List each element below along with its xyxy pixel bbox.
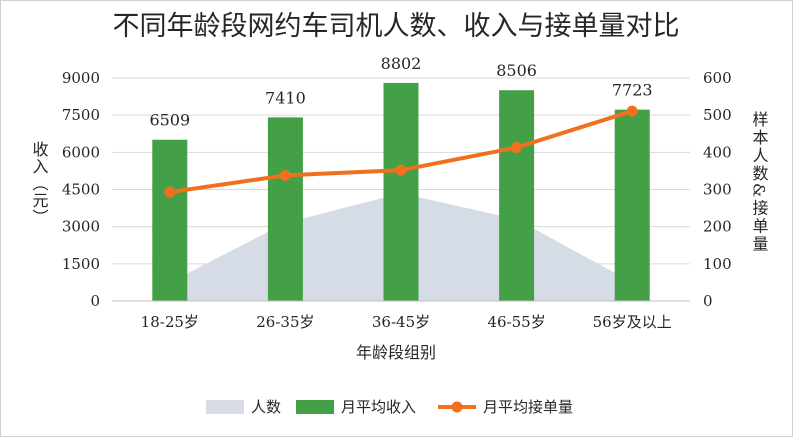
y-axis-title-text: 收入（元）: [30, 141, 49, 226]
legend-label: 人数: [251, 398, 281, 416]
x-tick-label: 46-55岁: [487, 313, 545, 331]
chart-title: 不同年龄段网约车司机人数、收入与接单量对比: [113, 11, 680, 42]
bar-data-label: 7410: [265, 88, 306, 107]
y-tick-label: 0: [90, 292, 100, 310]
line-series: [164, 105, 638, 198]
x-axis-title: 年龄段组别: [356, 343, 436, 362]
y2-tick-label: 300: [703, 181, 732, 199]
legend-swatch-bar: [296, 400, 334, 414]
orders-point: [279, 169, 291, 181]
orders-point: [511, 142, 523, 154]
orders-point: [395, 164, 407, 176]
income-bar: [152, 139, 188, 301]
axes: 0 1500 3000 4500 6000 7500 9000 0 100 200 300 400 50…: [62, 69, 732, 331]
y-tick-label: 9000: [62, 69, 100, 87]
x-tick-label: 18-25岁: [141, 313, 199, 331]
y-tick-label: 4500: [62, 181, 100, 199]
income-bar: [383, 82, 419, 301]
y-axis-title-left: 收入（元）: [30, 141, 49, 226]
x-tick-label: 36-45岁: [372, 313, 430, 331]
legend-label: 月平均接单量: [483, 398, 573, 416]
y2-tick-label: 100: [703, 255, 732, 273]
y2-tick-label: 500: [703, 106, 732, 124]
income-bar: [499, 90, 535, 301]
legend-swatch-area: [206, 400, 244, 414]
y-tick-label: 7500: [62, 106, 100, 124]
legend-marker: [451, 401, 463, 413]
legend: 人数 月平均收入 月平均接单量: [206, 398, 573, 416]
y2-tick-label: 400: [703, 143, 732, 161]
orders-point: [164, 186, 176, 198]
data-labels: 6509 7410 8802 8506 7723: [149, 54, 652, 130]
legend-label: 月平均收入: [341, 398, 416, 416]
y2-tick-label: 0: [703, 292, 713, 310]
x-tick-label: 26-35岁: [256, 313, 314, 331]
y-tick-label: 1500: [62, 255, 100, 273]
income-bar: [267, 117, 303, 301]
income-bar: [614, 109, 650, 301]
bar-series: [152, 82, 650, 301]
y-tick-label: 3000: [62, 218, 100, 236]
y2-tick-label: 600: [703, 69, 732, 87]
orders-point: [626, 105, 638, 117]
bar-data-label: 8802: [381, 54, 422, 73]
bar-data-label: 8506: [496, 61, 537, 80]
y2-tick-label: 200: [703, 218, 732, 236]
bar-data-label: 6509: [149, 111, 190, 130]
bar-data-label: 7723: [612, 81, 653, 100]
y-tick-label: 6000: [62, 143, 100, 161]
y2-axis-title-text: 样本人数&接单量: [750, 111, 769, 253]
x-tick-label: 56岁及以上: [593, 313, 672, 331]
y-axis-title-right: 样本人数&接单量: [750, 111, 769, 253]
